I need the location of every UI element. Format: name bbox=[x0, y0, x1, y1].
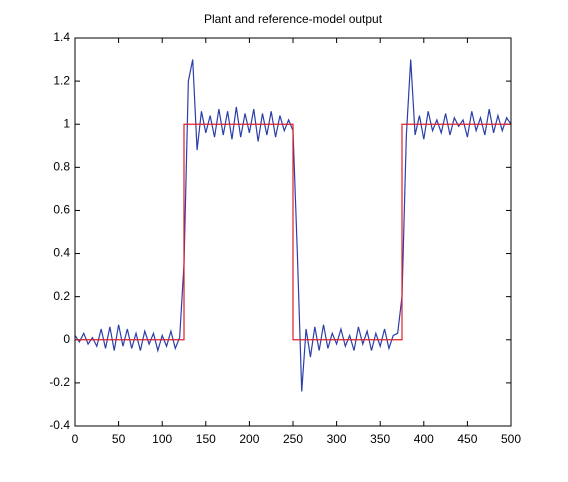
x-tick-label: 350 bbox=[370, 432, 390, 446]
y-tick-label: 0.4 bbox=[53, 246, 70, 260]
x-tick-label: 150 bbox=[196, 432, 216, 446]
y-tick-label: 0.6 bbox=[53, 203, 70, 217]
x-tick-label: 250 bbox=[283, 432, 303, 446]
x-tick-label: 400 bbox=[414, 432, 434, 446]
y-tick-label: 1.4 bbox=[53, 30, 70, 44]
y-tick-label: -0.4 bbox=[49, 418, 70, 432]
x-tick-label: 50 bbox=[112, 432, 126, 446]
y-tick-label: -0.2 bbox=[49, 375, 70, 389]
x-tick-label: 200 bbox=[239, 432, 259, 446]
chart-title: Plant and reference-model output bbox=[204, 12, 383, 26]
x-tick-label: 450 bbox=[457, 432, 477, 446]
x-tick-label: 500 bbox=[501, 432, 521, 446]
x-tick-label: 0 bbox=[72, 432, 79, 446]
series-line bbox=[75, 123, 511, 341]
x-tick-label: 100 bbox=[152, 432, 172, 446]
y-tick-label: 1.2 bbox=[53, 73, 70, 87]
y-tick-label: 0.2 bbox=[53, 289, 70, 303]
x-tick-label: 300 bbox=[327, 432, 347, 446]
axes-box bbox=[74, 37, 512, 427]
y-tick-label: 0 bbox=[63, 332, 70, 346]
y-tick-label: 1 bbox=[63, 116, 70, 130]
y-tick-label: 0.8 bbox=[53, 160, 70, 174]
